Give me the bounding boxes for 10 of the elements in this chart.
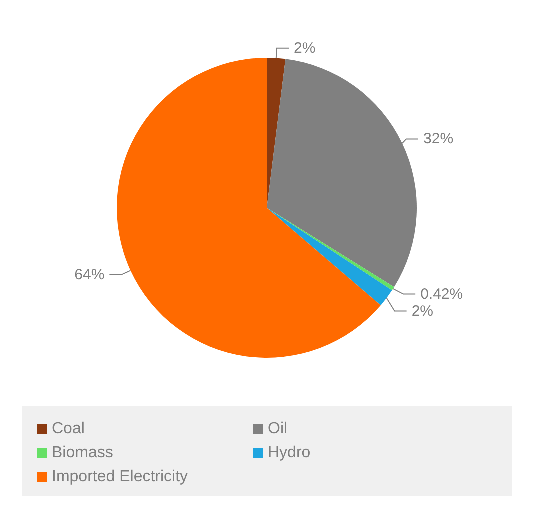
legend-label: Hydro: [268, 444, 311, 462]
legend-label: Oil: [268, 420, 288, 438]
legend-label: Biomass: [52, 444, 114, 462]
data-label: 0.42%: [420, 286, 464, 303]
data-label: 32%: [424, 130, 454, 148]
data-label: 2%: [412, 302, 434, 320]
data-label: 2%: [294, 40, 316, 57]
data-label: 64%: [74, 266, 105, 284]
legend-label: Coal: [52, 420, 85, 438]
legend-label: Imported Electricity: [52, 468, 188, 486]
